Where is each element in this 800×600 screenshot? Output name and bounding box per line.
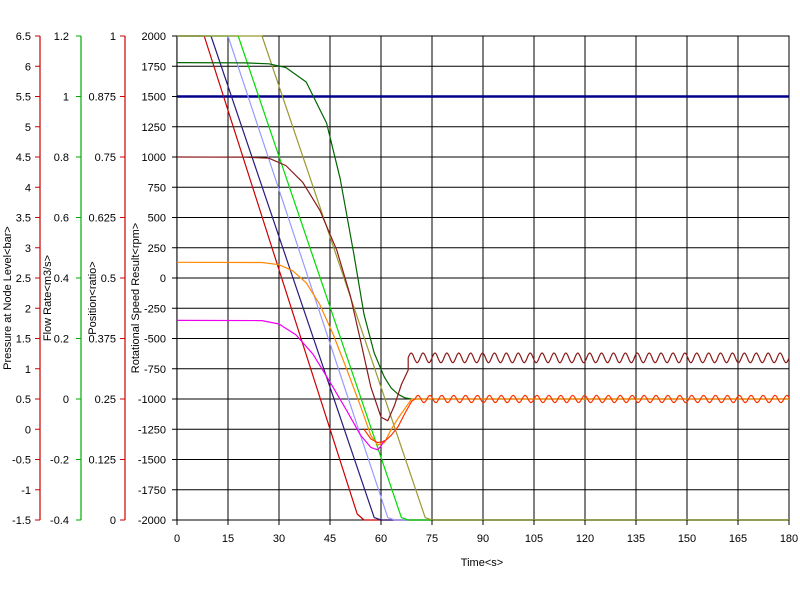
x-tick-label: 15: [222, 533, 234, 545]
y-tick-label: 0: [160, 273, 166, 285]
y-tick-label: 4.5: [16, 152, 31, 164]
y-tick-label: -1500: [138, 455, 166, 467]
y-tick-label: 250: [148, 243, 166, 255]
x-tick-label: 150: [678, 533, 696, 545]
x-tick-label: 90: [477, 533, 489, 545]
x-tick-label: 165: [729, 533, 747, 545]
y-tick-label: 1250: [142, 122, 166, 134]
x-tick-label: 45: [324, 533, 336, 545]
y-tick-label: 0.875: [88, 92, 116, 104]
y-tick-label: -500: [144, 334, 166, 346]
y-tick-label: 0.375: [88, 334, 116, 346]
y-tick-label: 0.25: [95, 394, 116, 406]
y-tick-label: 5: [25, 122, 31, 134]
y-tick-label: -250: [144, 303, 166, 315]
x-axis: 0 15 30 45 60 75 90 105 120 135 150 165 180: [174, 520, 798, 545]
y-axis-pressure: 6.5 6 5.5 5 4.5 4 3.5 3 2.5 2 1.5 1 0.5 0 -0.5 -1 -1.5 Pr…: [2, 31, 41, 527]
y-tick-label: 0.5: [16, 394, 31, 406]
y-tick-label: 2.5: [16, 273, 31, 285]
x-tick-label: 60: [375, 533, 387, 545]
y-tick-label: 0.125: [88, 455, 116, 467]
y-tick-label: 5.5: [16, 92, 31, 104]
series-line-7: [176, 156, 790, 422]
y-axes: 6.5 6 5.5 5 4.5 4 3.5 3 2.5 2 1.5 1 0.5 0 -0.5 -1 -1.5 Pr…: [2, 31, 178, 527]
y-tick-label: 0.2: [54, 334, 69, 346]
x-tick-label: 180: [780, 533, 798, 545]
series-line-5: [177, 35, 789, 521]
y-tick-label: 0.5: [101, 273, 116, 285]
y-tick-label: 750: [148, 182, 166, 194]
y-tick-label: 1: [110, 31, 116, 43]
y-tick-label: 1000: [142, 152, 166, 164]
y-tick-label: -1: [21, 485, 31, 497]
y-tick-label: 6: [25, 61, 31, 73]
y-tick-label: 0.6: [54, 213, 69, 225]
y-tick-label: 1.2: [54, 31, 69, 43]
y-tick-label: 1.5: [16, 334, 31, 346]
series-line-8: [176, 261, 789, 446]
y-tick-label: 0.625: [88, 213, 116, 225]
y-axis-title: Rotational Speed Result<rpm>: [130, 223, 142, 373]
y-tick-label: 0: [110, 515, 116, 527]
y-tick-label: 500: [148, 213, 166, 225]
y-tick-label: 0.8: [54, 152, 69, 164]
x-axis-title: Time<s>: [461, 557, 503, 569]
y-tick-label: -1750: [138, 485, 166, 497]
series-lines: [176, 35, 790, 521]
series-line-10: [363, 394, 790, 444]
y-tick-label: -1000: [138, 394, 166, 406]
y-tick-label: 0: [25, 424, 31, 436]
series-line-6: [176, 62, 789, 400]
y-tick-label: -2000: [138, 515, 166, 527]
y-tick-label: 3.5: [16, 213, 31, 225]
y-tick-label: 0.75: [95, 152, 116, 164]
x-tick-label: 105: [525, 533, 543, 545]
y-tick-label: 3: [25, 243, 31, 255]
y-tick-label: 4: [25, 182, 31, 194]
y-tick-label: -1.5: [12, 515, 31, 527]
y-axis-speed: 2000 1750 1500 1250 1000 750 500 250 0 -250 -500 -7…: [130, 31, 178, 527]
y-tick-label: 1750: [142, 61, 166, 73]
y-tick-label: 2000: [142, 31, 166, 43]
y-tick-label: 6.5: [16, 31, 31, 43]
x-tick-label: 135: [627, 533, 645, 545]
y-tick-label: -1250: [138, 424, 166, 436]
y-tick-label: 0.4: [54, 273, 69, 285]
y-axis-flow: 1.2 1 0.8 0.6 0.4 0.2 0 -0.2 -0.4 Flow Rate<m3/s>: [42, 31, 82, 527]
y-tick-label: 0: [63, 394, 69, 406]
x-tick-label: 75: [426, 533, 438, 545]
x-tick-label: 0: [174, 533, 180, 545]
y-tick-label: -0.4: [50, 515, 69, 527]
y-tick-label: 1500: [142, 92, 166, 104]
series-line-9: [176, 319, 385, 451]
y-tick-label: 1: [63, 92, 69, 104]
x-tick-label: 120: [576, 533, 594, 545]
y-tick-label: 2: [25, 303, 31, 315]
y-axis-title: Position<ratio>: [87, 261, 99, 334]
y-tick-label: 1: [25, 364, 31, 376]
x-tick-label: 30: [273, 533, 285, 545]
y-tick-label: -0.2: [50, 455, 69, 467]
y-axis-title: Flow Rate<m3/s>: [42, 255, 54, 341]
y-axis-position: 1 0.875 0.75 0.625 0.5 0.375 0.25 0.125 0 Positio…: [87, 31, 126, 527]
y-tick-label: -0.5: [12, 455, 31, 467]
y-axis-title: Pressure at Node Level<bar>: [2, 226, 14, 370]
y-tick-label: -750: [144, 364, 166, 376]
